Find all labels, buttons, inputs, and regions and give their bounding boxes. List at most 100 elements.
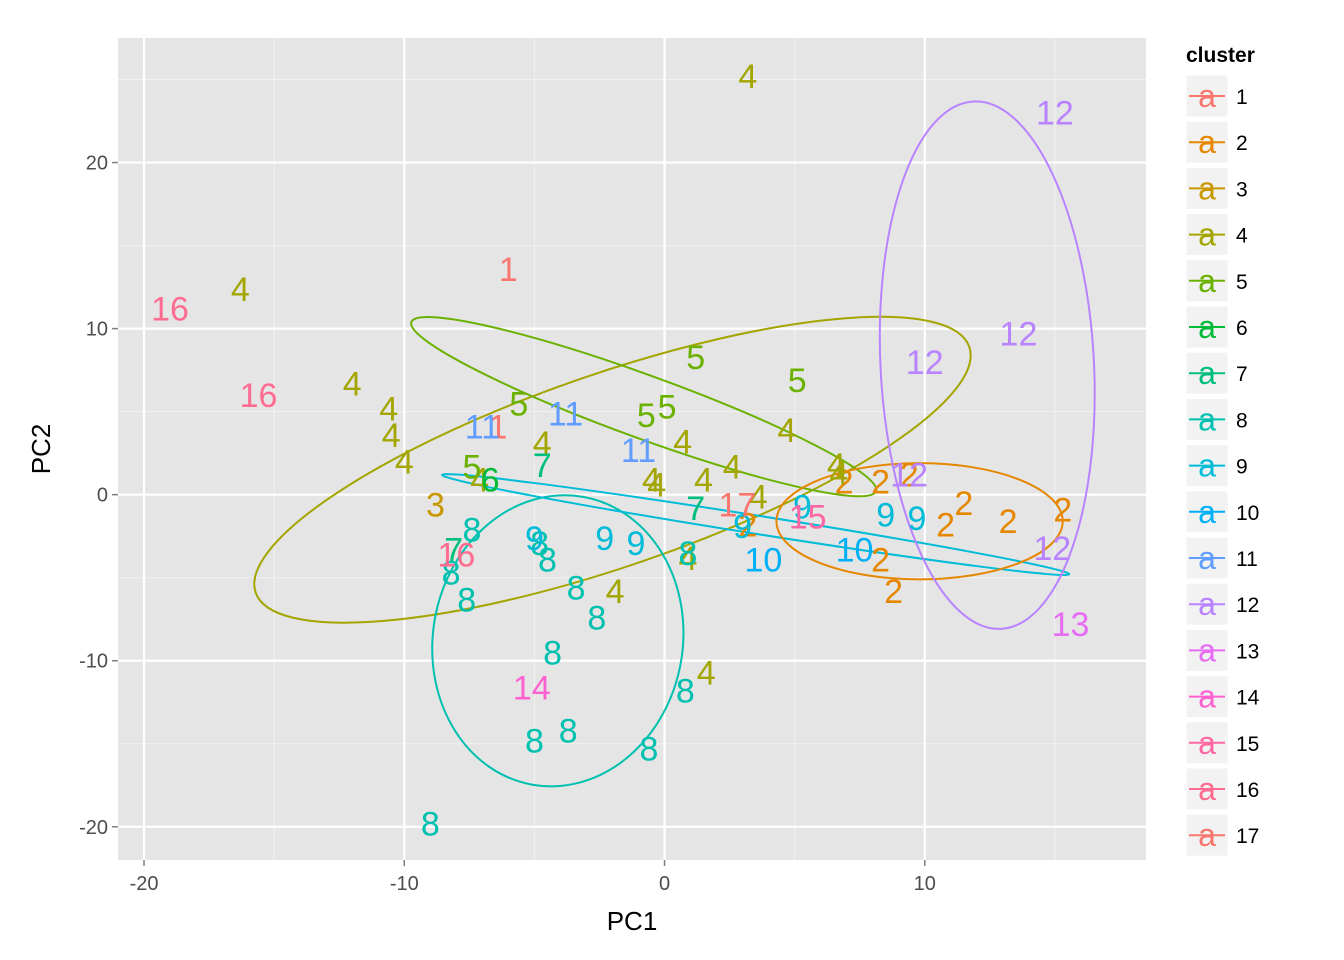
point-cluster-4: 4 [738, 58, 757, 96]
point-cluster-8: 8 [567, 570, 586, 608]
legend-label: 6 [1236, 317, 1248, 340]
point-cluster-8: 8 [559, 712, 578, 750]
legend-item-13: a 13 [1185, 628, 1259, 672]
point-cluster-2: 2 [999, 503, 1018, 541]
cluster-9-ellipse [441, 473, 1071, 577]
point-cluster-4: 4 [647, 467, 666, 505]
legend-label: 9 [1236, 456, 1248, 479]
point-cluster-4: 4 [694, 462, 713, 500]
point-cluster-8: 8 [639, 731, 658, 769]
point-cluster-12: 12 [1000, 316, 1038, 354]
point-cluster-4: 4 [382, 417, 401, 455]
point-cluster-7: 7 [533, 447, 552, 485]
legend-label: 4 [1236, 225, 1248, 248]
point-cluster-4: 4 [777, 412, 796, 450]
point-cluster-11: 11 [465, 409, 500, 447]
legend-label: 7 [1236, 363, 1248, 386]
point-cluster-4: 4 [533, 425, 552, 463]
cluster-5-ellipse [410, 316, 878, 498]
legend-label: 3 [1236, 178, 1248, 201]
point-cluster-12: 12 [906, 344, 944, 382]
legend-label: 14 [1236, 687, 1260, 710]
x-tick-label: 0 [659, 873, 670, 895]
cluster-8-ellipse [431, 494, 685, 788]
legend-item-15: a 15 [1185, 721, 1259, 765]
cluster-4-ellipse [253, 315, 972, 624]
cluster-12-ellipse [878, 100, 1096, 630]
y-tick-label: -20 [79, 817, 108, 839]
point-cluster-8: 8 [457, 581, 476, 619]
point-cluster-9: 9 [876, 497, 895, 535]
legend-label: 17 [1236, 825, 1259, 848]
legend-item-16: a 16 [1185, 767, 1259, 811]
point-cluster-2: 2 [954, 485, 973, 523]
point-cluster-16: 16 [151, 291, 189, 329]
point-cluster-16: 16 [437, 536, 475, 574]
point-cluster-9: 9 [733, 508, 752, 546]
y-tick-label: 0 [97, 485, 108, 507]
point-cluster-4: 4 [678, 540, 697, 578]
legend-title: cluster [1186, 44, 1255, 67]
point-cluster-2: 2 [738, 507, 757, 545]
legend-label: 1 [1236, 86, 1248, 109]
point-cluster-4: 4 [606, 573, 625, 611]
point-cluster-4: 4 [642, 462, 661, 500]
y-axis-title: PC2 [26, 424, 56, 475]
point-cluster-5: 5 [637, 397, 656, 435]
y-tick-label: -10 [79, 651, 108, 673]
legend-label: 10 [1236, 502, 1259, 525]
point-cluster-5: 5 [686, 339, 705, 377]
legend-label: 15 [1236, 733, 1259, 756]
legend-label: 2 [1236, 132, 1248, 155]
point-cluster-4: 4 [231, 271, 250, 309]
point-cluster-13: 13 [1052, 606, 1090, 644]
point-cluster-8: 8 [421, 805, 440, 843]
point-cluster-4: 4 [827, 447, 846, 485]
point-cluster-12: 12 [890, 457, 928, 495]
y-tick-label: 10 [86, 319, 108, 341]
point-cluster-8: 8 [676, 673, 695, 711]
point-cluster-4: 4 [749, 478, 768, 516]
legend-item-11: a 11 [1185, 536, 1258, 580]
x-tick-label: -10 [390, 873, 419, 895]
legend-label: 11 [1236, 548, 1258, 571]
point-cluster-2: 2 [835, 463, 854, 501]
point-cluster-9: 9 [525, 520, 544, 558]
legend-items: a 1a 2a 3a 4a 5a 6a 7a 8a 9a 10a 11a 12a 13a 14a 15a 16a… [1185, 74, 1260, 857]
grid-minor [118, 38, 1146, 860]
point-cluster-8: 8 [543, 634, 562, 672]
legend-label: 16 [1236, 779, 1259, 802]
point-cluster-9: 9 [908, 500, 927, 538]
point-cluster-8: 8 [530, 525, 549, 563]
point-cluster-11: 11 [621, 432, 656, 470]
legend-label: 5 [1236, 271, 1248, 294]
legend-item-12: a 12 [1185, 582, 1259, 626]
point-cluster-1: 1 [489, 409, 508, 447]
point-cluster-11: 11 [548, 395, 583, 433]
point-cluster-5: 5 [462, 448, 481, 486]
point-cluster-8: 8 [442, 555, 461, 593]
plot-panel [118, 38, 1146, 860]
point-cluster-8: 8 [525, 722, 544, 760]
point-cluster-9: 9 [793, 488, 812, 526]
point-cluster-1: 1 [499, 251, 518, 289]
x-tick-label: 10 [914, 873, 936, 895]
x-tick-label: -20 [130, 873, 159, 895]
point-cluster-2: 2 [884, 573, 903, 611]
point-cluster-12: 12 [1036, 95, 1074, 133]
point-cluster-4: 4 [723, 448, 742, 486]
legend-item-10: a 10 [1185, 490, 1259, 534]
point-cluster-7: 7 [444, 531, 463, 569]
legend-label: 12 [1236, 594, 1259, 617]
point-cluster-4: 4 [379, 390, 398, 428]
point-cluster-8: 8 [538, 541, 557, 579]
